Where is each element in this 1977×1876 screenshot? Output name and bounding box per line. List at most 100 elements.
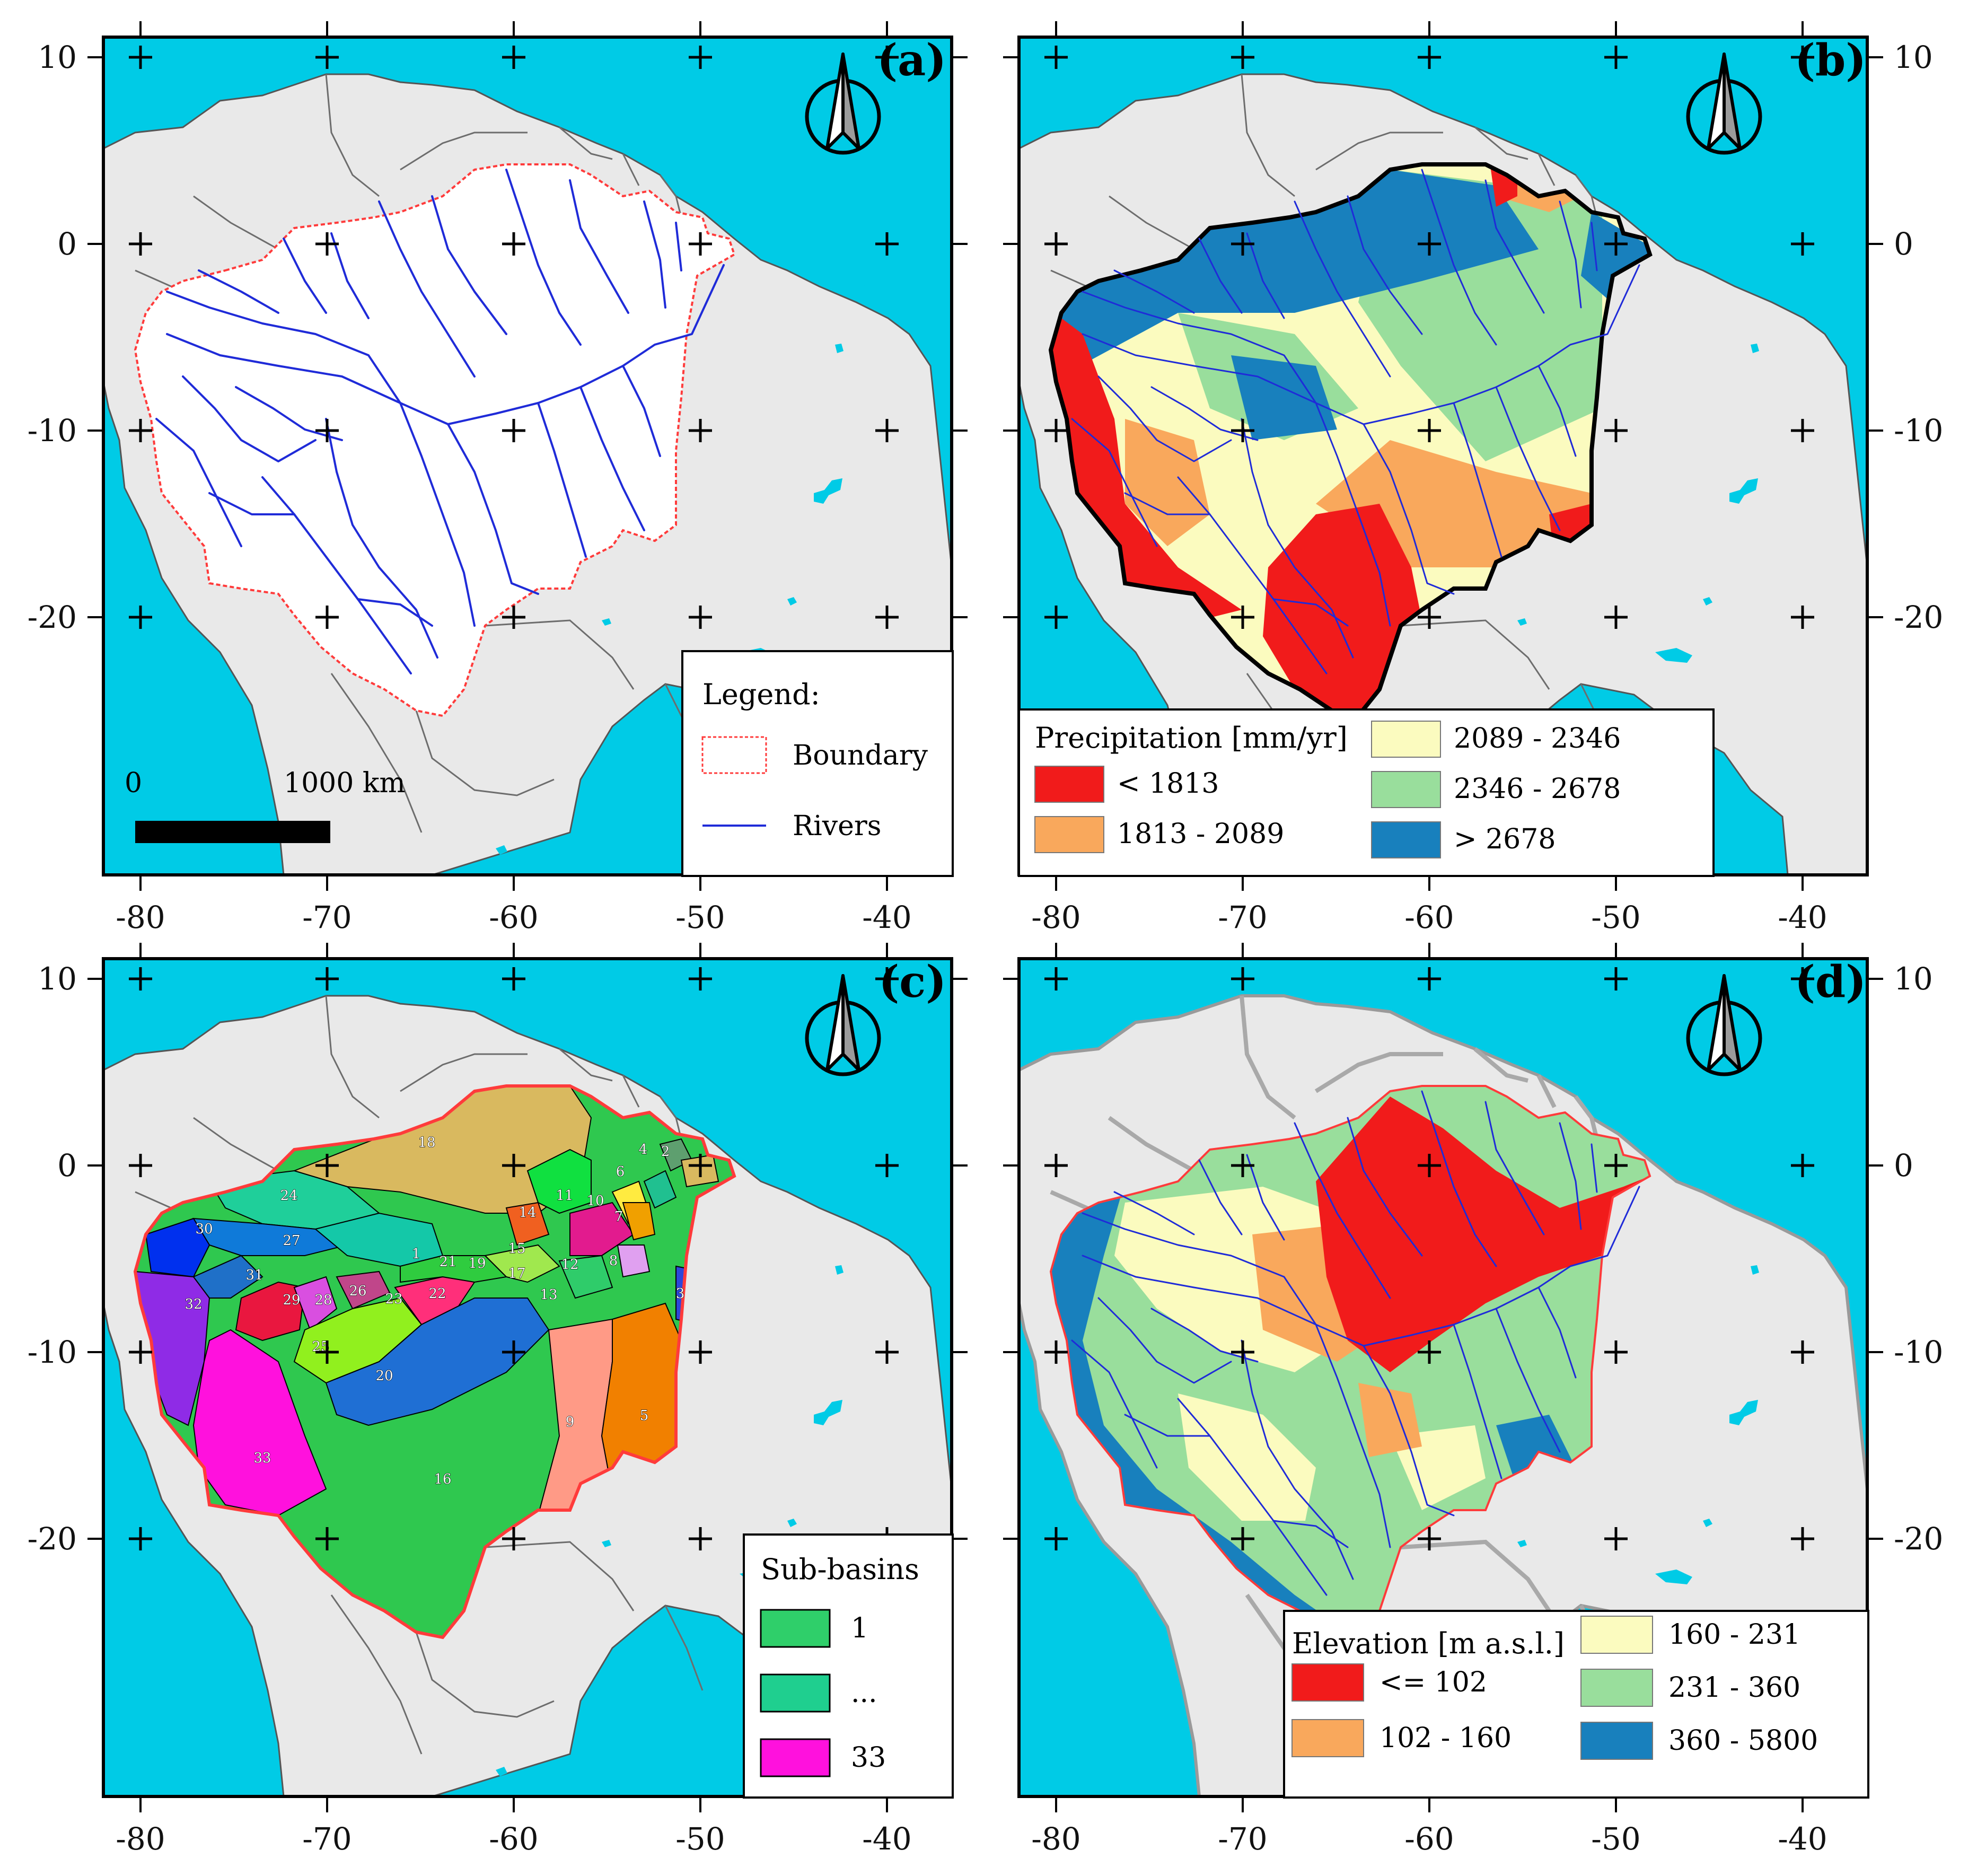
lat-tick-label: -10: [1894, 1334, 1943, 1370]
legend-class-label: 360 - 5800: [1668, 1725, 1818, 1757]
grid-cross: [315, 1527, 339, 1550]
sub-basin-labels: 1234567891011121314151617181920212223242…: [184, 1134, 685, 1487]
lat-tick-label: -10: [28, 1334, 77, 1370]
grid-cross: [1604, 1340, 1628, 1364]
sub-basin-number: 12: [561, 1257, 578, 1273]
grid-cross: [129, 419, 152, 442]
grid-cross: [502, 1154, 525, 1177]
sub-basin-number: 26: [349, 1283, 366, 1299]
legend-swatch: [760, 1738, 831, 1777]
grid-cross: [315, 1154, 339, 1177]
sub-basin-number: 3: [676, 1286, 685, 1302]
sub-basin-number: 19: [468, 1256, 486, 1272]
grid-cross: [1791, 232, 1814, 256]
panel-a-letter: (a): [877, 35, 946, 86]
legend-class-label: 1: [851, 1612, 868, 1644]
sub-basin-number: 15: [508, 1241, 525, 1257]
grid-cross: [129, 967, 152, 990]
legend-swatch: [1580, 1669, 1653, 1707]
legend-title: Sub-basins: [761, 1553, 919, 1586]
legend-boundary-label: Boundary: [793, 740, 928, 772]
grid-cross: [1044, 232, 1068, 256]
legend-boundary-swatch: [701, 736, 767, 774]
sub-basin-number: 20: [375, 1368, 393, 1384]
lon-tick-label: -70: [1218, 899, 1267, 935]
lat-tick-label: -20: [28, 1521, 77, 1557]
legend-swatch: [1371, 721, 1441, 758]
grid-cross: [502, 419, 525, 442]
grid-cross: [689, 419, 712, 442]
grid-cross: [1604, 46, 1628, 69]
sub-basin-number: 7: [614, 1209, 623, 1225]
grid-cross: [875, 232, 899, 256]
sub-basin-number: 23: [385, 1291, 402, 1307]
panel-c-legend: Sub-basins 1... 33: [743, 1533, 954, 1799]
panel-b-map: (b) Precipitation [mm/yr] < 1813 1813 - 2…: [1017, 35, 1869, 877]
lon-tick-label: -60: [489, 899, 538, 935]
sub-basin-number: 5: [640, 1408, 649, 1424]
lon-tick-label: -80: [116, 899, 165, 935]
legend-swatch: [1291, 1719, 1364, 1757]
grid-cross: [1418, 1340, 1441, 1364]
grid-cross: [1231, 1340, 1254, 1364]
sub-basin-number: 30: [195, 1221, 213, 1237]
grid-cross: [689, 967, 712, 990]
grid-cross: [315, 967, 339, 990]
lon-tick-label: -40: [1778, 1821, 1827, 1857]
legend-class-label: <= 102: [1379, 1667, 1487, 1698]
sub-basin-number: 33: [253, 1450, 271, 1466]
grid-cross: [875, 419, 899, 442]
legend-swatch: [1291, 1663, 1364, 1702]
lon-tick-label: -60: [1404, 899, 1454, 935]
legend-swatch: [760, 1673, 831, 1713]
grid-cross: [1044, 606, 1068, 629]
grid-cross: [1044, 1527, 1068, 1550]
sub-basin-number: 16: [434, 1471, 451, 1487]
sub-basin-number: 21: [439, 1254, 456, 1270]
grid-cross: [1604, 1527, 1628, 1550]
grid-cross: [1418, 419, 1441, 442]
sub-basin-number: 10: [586, 1193, 604, 1209]
sub-basin-number: 27: [283, 1233, 300, 1249]
legend-class-label: > 2678: [1454, 823, 1556, 855]
grid-cross: [1604, 232, 1628, 256]
grid-cross: [1044, 46, 1068, 69]
lat-tick-label: -10: [1894, 413, 1943, 449]
grid-cross: [1418, 967, 1441, 990]
legend-rivers-label: Rivers: [793, 810, 881, 842]
legend-title: Elevation [m a.s.l.]: [1292, 1627, 1565, 1660]
sub-basin-number: 4: [639, 1142, 648, 1158]
lon-tick-label: -50: [675, 1821, 725, 1857]
lat-tick-label: 0: [57, 1147, 77, 1184]
grid-crosses: [1044, 46, 1814, 629]
lat-tick-label: -20: [28, 599, 77, 635]
sub-basin-number: 18: [418, 1135, 435, 1151]
lon-tick-label: -50: [1591, 899, 1640, 935]
grid-cross: [689, 606, 712, 629]
lon-tick-label: -40: [862, 899, 911, 935]
grid-cross: [1791, 46, 1814, 69]
grid-cross: [1418, 232, 1441, 256]
panel-a-map: (a) Legend: Boundary Rivers 0 1000 km: [102, 35, 954, 877]
lat-tick-label: -10: [28, 413, 77, 449]
grid-cross: [315, 1340, 339, 1364]
lon-tick-label: -60: [489, 1821, 538, 1857]
panel-d-letter: (d): [1795, 957, 1866, 1007]
grid-cross: [502, 232, 525, 256]
grid-cross: [875, 1154, 899, 1177]
sub-basin-number: 1: [412, 1246, 421, 1262]
lat-tick-label: -20: [1894, 599, 1943, 635]
lon-tick-label: -80: [1031, 899, 1080, 935]
grid-cross: [1231, 1527, 1254, 1550]
sub-basin-number: 31: [245, 1267, 263, 1283]
scale-bar-start: 0: [125, 767, 142, 799]
lat-tick-label: 0: [57, 226, 77, 262]
lat-tick-label: 10: [1894, 961, 1933, 997]
sub-basin-number: 13: [540, 1287, 557, 1303]
grid-cross: [1791, 1340, 1814, 1364]
legend-class-label: ...: [851, 1677, 877, 1709]
grid-cross: [1231, 967, 1254, 990]
grid-cross: [1791, 967, 1814, 990]
grid-cross: [875, 1340, 899, 1364]
